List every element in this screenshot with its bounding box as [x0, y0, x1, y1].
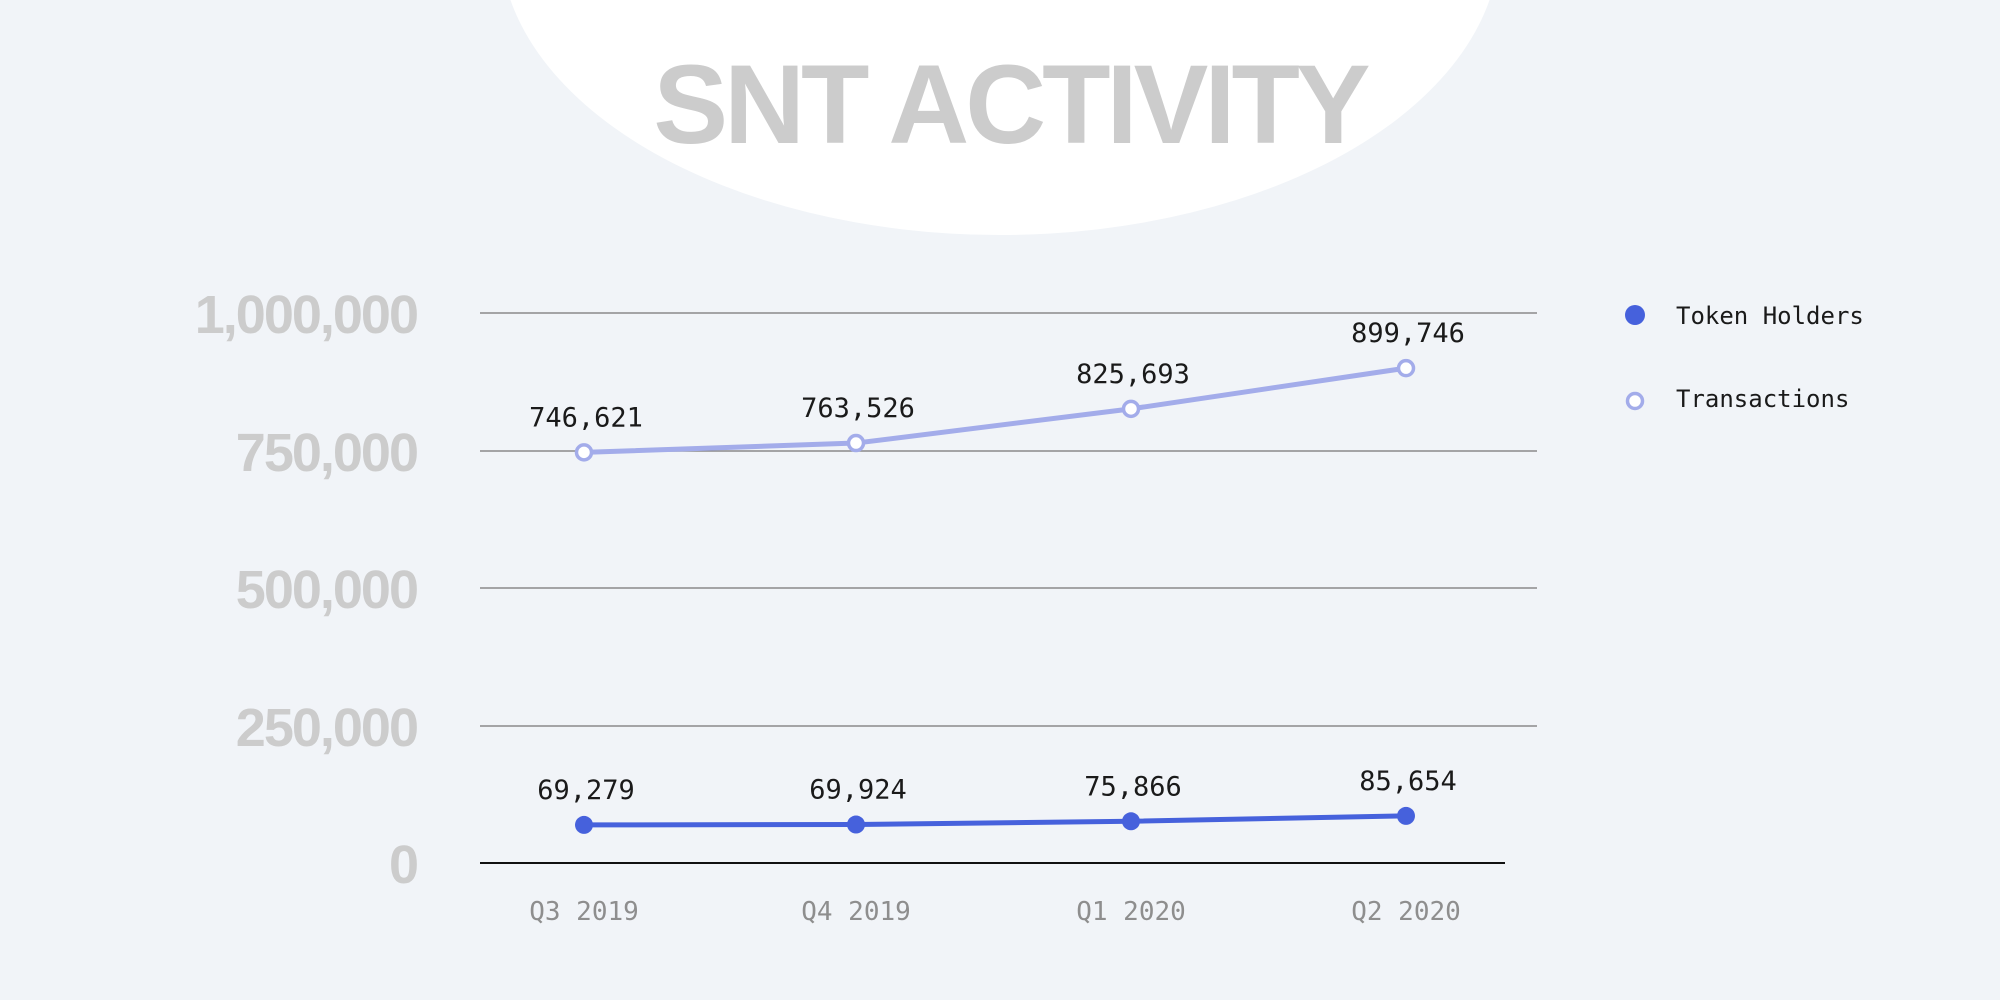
y-tick-label: 750,000 [236, 423, 417, 483]
x-tick-label: Q1 2020 [1076, 897, 1186, 927]
token-holders-data-label: 75,866 [1084, 771, 1182, 802]
transactions-point [1396, 358, 1416, 378]
token-holders-point [1122, 812, 1140, 831]
token-holders-point [847, 815, 865, 834]
legend-marker-transactions [1625, 391, 1645, 411]
x-tick-label: Q2 2020 [1351, 897, 1461, 927]
token-holders-line [581, 813, 1409, 828]
x-tick-label: Q3 2019 [529, 897, 639, 927]
transactions-point [574, 443, 594, 462]
legend-marker-token-holders [1625, 305, 1645, 325]
y-tick-label: 250,000 [236, 698, 417, 758]
legend-label-transactions: Transactions [1676, 385, 1849, 413]
transactions-data-label: 899,746 [1351, 318, 1465, 349]
token-holders-point [575, 815, 593, 834]
x-tick-label: Q4 2019 [801, 897, 911, 927]
token-holders-data-label: 69,279 [537, 775, 635, 806]
legend: Token Holders Transactions [1625, 302, 1864, 413]
chart-title: SNT ACTIVITY [653, 42, 1368, 167]
y-axis: 0 250,000 500,000 750,000 1,000,000 [195, 285, 419, 895]
series: 69,279 69,924 75,866 85,654 746,621 763,526 82… [529, 318, 1465, 834]
x-axis: Q3 2019 Q4 2019 Q1 2020 Q2 2020 [529, 897, 1461, 927]
title-backdrop [510, 0, 1490, 235]
grid [480, 312, 1537, 864]
token-holders-point [1397, 806, 1415, 825]
y-tick-label: 0 [389, 835, 417, 895]
y-tick-label: 1,000,000 [195, 285, 417, 345]
transactions-data-label: 825,693 [1076, 359, 1190, 390]
transactions-point [1121, 399, 1141, 419]
y-tick-label: 500,000 [236, 560, 417, 620]
token-holders-data-label: 69,924 [809, 775, 907, 806]
legend-label-token-holders: Token Holders [1676, 302, 1864, 330]
token-holders-data-label: 85,654 [1359, 766, 1457, 797]
transactions-data-label: 746,621 [529, 402, 643, 433]
transactions-point [846, 433, 866, 453]
transactions-line [581, 365, 1409, 455]
transactions-data-label: 763,526 [801, 393, 915, 424]
